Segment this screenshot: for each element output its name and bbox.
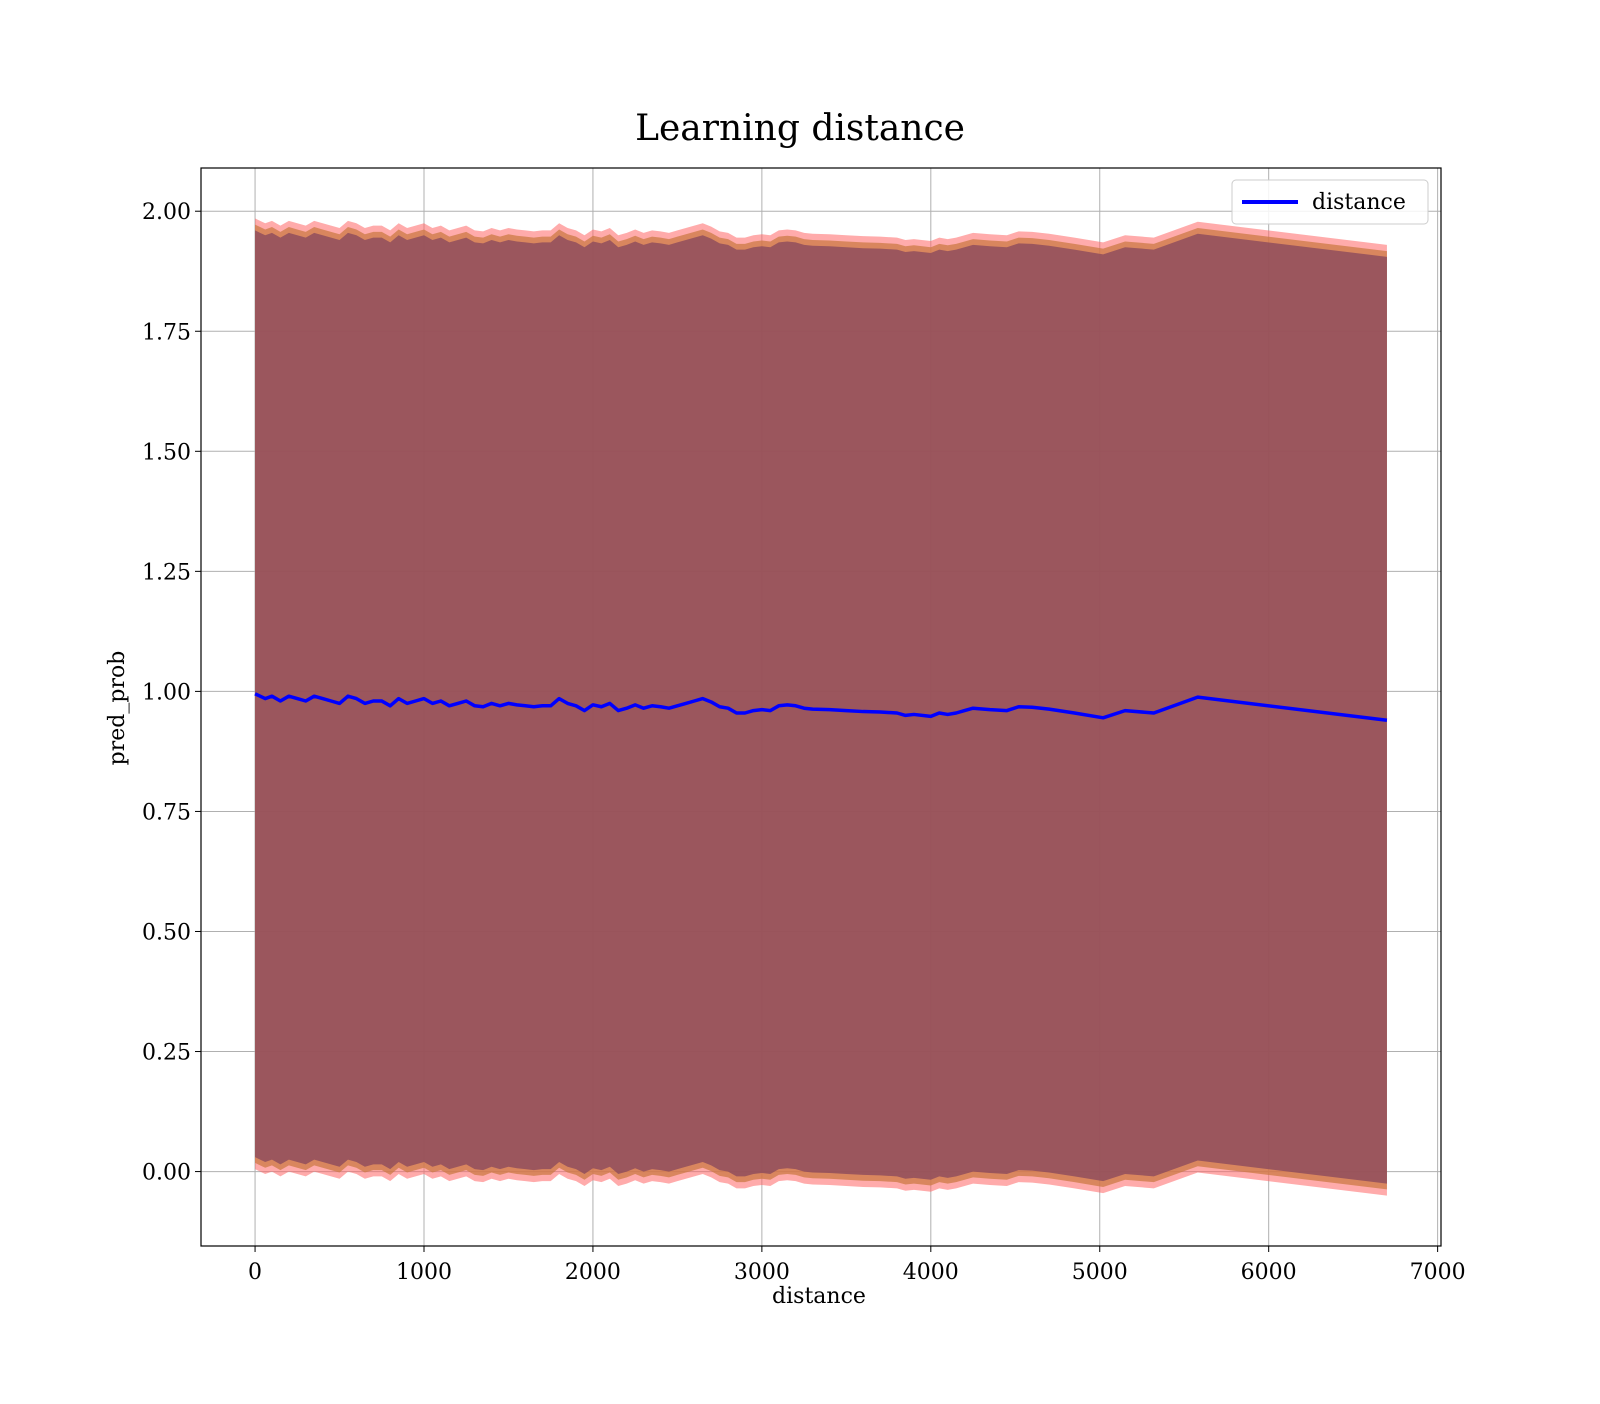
- y-tick-label-2: 0.50: [142, 920, 191, 945]
- x-tick-label-7: 7000: [1410, 1260, 1466, 1285]
- legend-box: [1231, 179, 1429, 225]
- y-axis-label: pred_prob: [105, 651, 130, 766]
- x-tick-label-5: 5000: [1072, 1260, 1128, 1285]
- y-tick-label-7: 1.75: [142, 320, 191, 345]
- series-line-layer: [254, 692, 1388, 722]
- confidence-band-layer: [255, 218, 1387, 1196]
- x-axis-label: distance: [772, 1284, 866, 1309]
- y-tick-label-5: 1.25: [142, 560, 191, 585]
- x-tick-label-1: 1000: [396, 1260, 452, 1285]
- y-tick-label-3: 0.75: [142, 800, 191, 825]
- x-tick-label-2: 2000: [565, 1260, 621, 1285]
- series-line-distance: [254, 692, 1388, 722]
- x-tick-label-0: 0: [248, 1260, 262, 1285]
- y-tick-label-6: 1.50: [142, 440, 191, 465]
- x-tick-label-4: 4000: [903, 1260, 959, 1285]
- confidence-band-inner: [255, 230, 1387, 1184]
- y-tick-label-0: 0.00: [142, 1161, 191, 1186]
- legend: distance: [1231, 179, 1429, 225]
- y-axis-ticks: 0.00 0.25 0.50 0.75 1.00 1.25 1.50 1.75 2.00: [142, 200, 201, 1186]
- y-tick-label-8: 2.00: [142, 200, 191, 225]
- plot-frame: [200, 167, 1442, 1247]
- legend-label-distance: distance: [1312, 190, 1406, 215]
- y-tick-label-1: 0.25: [142, 1041, 191, 1066]
- x-tick-label-3: 3000: [734, 1260, 790, 1285]
- y-tick-label-4: 1.00: [142, 680, 191, 705]
- x-axis-ticks: 0 1000 2000 3000 4000 5000 6000 7000: [248, 1246, 1466, 1285]
- x-tick-label-6: 6000: [1241, 1260, 1297, 1285]
- chart-title: Learning distance: [635, 108, 965, 149]
